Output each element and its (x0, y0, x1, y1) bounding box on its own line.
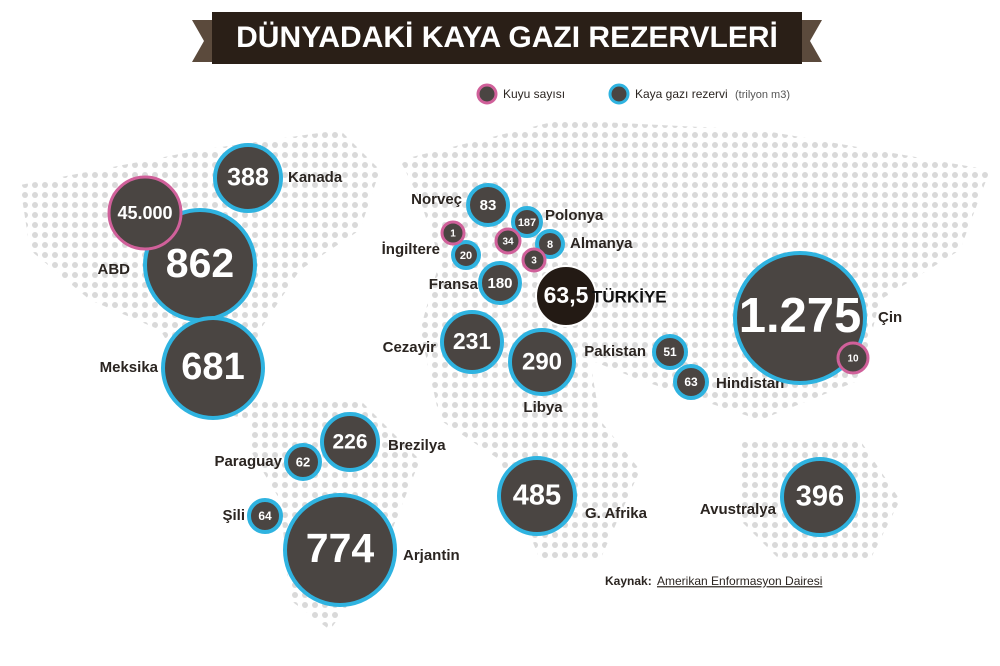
reserve-value: 180 (487, 275, 512, 292)
reserve-bubble (780, 457, 860, 537)
reserve-bubble (284, 443, 322, 481)
reserve-value: 396 (796, 481, 844, 513)
country-label: Arjantin (403, 547, 460, 564)
reserve-bubble (478, 261, 522, 305)
reserve-value: 485 (513, 480, 561, 512)
legend-label: Kuyu sayısı (503, 87, 565, 101)
reserve-bubble (497, 456, 577, 536)
country-label: İngiltere (382, 241, 440, 258)
reserve-bubble (320, 412, 380, 472)
wells-value: 10 (847, 354, 859, 365)
reserve-bubble (161, 316, 265, 420)
reserve-bubble (247, 498, 283, 534)
country-label: Fransa (429, 276, 479, 293)
wells-bubble (521, 247, 547, 273)
wells-value: 45.000 (117, 203, 172, 223)
source-label: Kaynak: (605, 574, 652, 588)
country-label: Şili (222, 507, 245, 524)
wells-bubble (494, 227, 522, 255)
country-label: Almanya (570, 235, 633, 252)
wells-bubble (107, 175, 183, 251)
reserve-bubble (283, 493, 397, 607)
country-label: Hindistan (716, 375, 784, 392)
reserve-value: 62 (296, 454, 310, 469)
reserve-value: 681 (181, 346, 244, 388)
country-label: Pakistan (584, 343, 646, 360)
country-label: Kanada (288, 169, 343, 186)
legend: Kuyu sayısı Kaya gazı rezervi (trilyon m… (476, 83, 790, 105)
reserve-value: 1.275 (739, 289, 862, 343)
country-label: Çin (878, 309, 902, 326)
reserve-value: 64 (258, 509, 272, 523)
legend-swatch (608, 83, 630, 105)
country-label: Avustralya (700, 501, 777, 518)
country-label: Paraguay (214, 453, 282, 470)
reserve-bubble (652, 334, 688, 370)
reserve-value: 290 (522, 348, 562, 375)
country-label: Polonya (545, 207, 604, 224)
wells-bubble (440, 220, 466, 246)
chart-title: DÜNYADAKİ KAYA GAZI REZERVLERİ (236, 21, 778, 54)
country-label: TÜRKİYE (592, 287, 667, 306)
country-label: Meksika (100, 359, 159, 376)
title-banner: DÜNYADAKİ KAYA GAZI REZERVLERİ (192, 12, 822, 64)
reserve-value: 774 (306, 525, 375, 571)
country-label: Cezayir (383, 339, 437, 356)
reserve-value: 51 (663, 345, 677, 359)
reserve-bubble (535, 229, 565, 259)
reserve-bubble (508, 328, 576, 396)
reserve-bubble (673, 364, 709, 400)
legend-label: Kaya gazı rezervi (635, 87, 728, 101)
reserve-bubble (466, 183, 510, 227)
reserve-value: 187 (518, 217, 536, 229)
reserve-bubble (451, 240, 481, 270)
legend-swatch (476, 83, 498, 105)
reserve-value: 862 (166, 240, 234, 286)
reserve-value: 20 (460, 250, 472, 262)
reserve-bubble (511, 206, 543, 238)
reserve-bubble (440, 310, 504, 374)
country-label: G. Afrika (585, 505, 648, 522)
reserve-bubble (535, 265, 597, 327)
country-label: Libya (523, 399, 563, 416)
wells-value: 1 (450, 229, 456, 240)
reserve-value: 388 (227, 164, 269, 192)
reserve-value: 226 (332, 431, 367, 454)
reserve-value: 8 (547, 239, 553, 251)
reserve-value: 83 (480, 197, 497, 214)
reserve-bubble (213, 143, 283, 213)
legend-unit: (trilyon m3) (735, 89, 790, 101)
country-label: Norveç (411, 191, 462, 208)
country-label: ABD (98, 261, 131, 278)
source: Kaynak: Amerikan Enformasyon Dairesi (605, 574, 822, 588)
reserve-value: 231 (453, 328, 492, 354)
country-label: Brezilya (388, 437, 446, 454)
source-text: Amerikan Enformasyon Dairesi (657, 574, 822, 588)
wells-value: 34 (502, 237, 514, 248)
reserve-value: 63,5 (544, 282, 589, 308)
wells-value: 3 (531, 256, 537, 267)
reserve-bubble (733, 251, 867, 385)
reserve-value: 63 (684, 375, 698, 389)
wells-bubble (836, 341, 870, 375)
